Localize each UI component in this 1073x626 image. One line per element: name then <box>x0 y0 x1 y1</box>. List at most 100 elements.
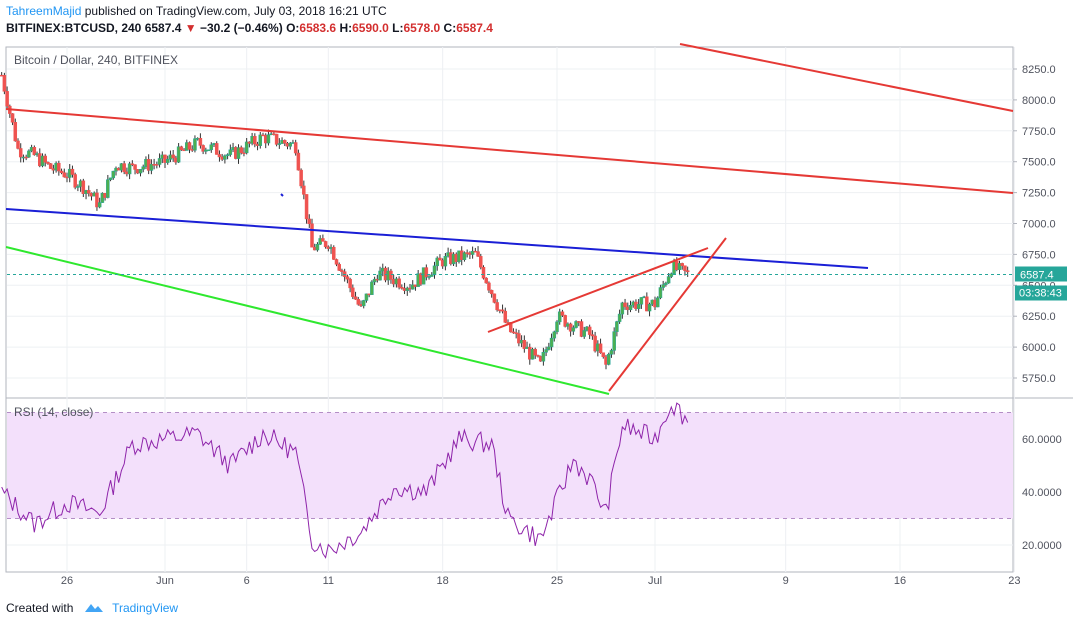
candle-body <box>462 252 467 260</box>
wedge-lower-line[interactable] <box>608 237 727 392</box>
ticker-symbol: BITFINEX:BTCUSD, 240 <box>6 21 142 35</box>
candle-body <box>296 152 301 171</box>
candle-body <box>149 164 154 171</box>
candle-body <box>547 346 551 350</box>
candle-body <box>176 146 181 163</box>
candle-body <box>582 330 586 337</box>
candle-body <box>163 154 167 163</box>
channel-top-line[interactable] <box>5 108 1014 194</box>
time-tick-label: 26 <box>61 575 73 587</box>
candle-body <box>225 154 230 157</box>
candle-body <box>141 166 145 170</box>
candle-body <box>27 150 31 158</box>
candle-body <box>10 113 15 123</box>
candle-body <box>484 277 488 284</box>
low-label: L: <box>392 21 404 35</box>
rsi-tick-label: 60.0000 <box>1022 434 1062 446</box>
candle-body <box>655 297 660 308</box>
price-tick-label: 8000.0 <box>1022 95 1056 107</box>
candle-body <box>617 313 622 322</box>
last-price: 6587.4 <box>144 21 182 35</box>
candle-body <box>492 293 497 303</box>
candle-body <box>157 158 162 165</box>
author-link[interactable]: TahreemMajid <box>6 4 82 18</box>
candle-body <box>76 186 80 188</box>
candle-body <box>73 174 77 188</box>
candle-body <box>661 284 665 288</box>
time-tick-label: 18 <box>437 575 449 587</box>
candle-body <box>424 267 429 278</box>
candle-body <box>304 194 309 220</box>
candle-body <box>266 134 271 144</box>
candle-body <box>283 140 287 144</box>
price-tick-label: 7000.0 <box>1022 219 1056 231</box>
candle-body <box>536 354 540 357</box>
candle-body <box>356 299 361 305</box>
candle-body <box>95 192 99 208</box>
candle-body <box>397 278 401 288</box>
down-arrow-icon: ▼ <box>184 21 197 35</box>
candle-body <box>601 352 606 357</box>
last-price-badge-text: 6587.4 <box>1020 269 1054 281</box>
candle-body <box>345 276 350 280</box>
countdown-badge <box>1015 285 1067 301</box>
resistance-blue-line[interactable] <box>5 208 869 269</box>
candle-body <box>236 147 241 159</box>
time-tick-label: 9 <box>783 575 789 587</box>
open-label: O: <box>286 21 300 35</box>
upper-red-line[interactable] <box>679 43 1014 112</box>
candle-body <box>18 148 23 158</box>
candle-body <box>372 278 377 283</box>
candle-body <box>228 149 233 155</box>
candle-body <box>400 286 404 289</box>
tradingview-link[interactable]: TradingView <box>112 601 179 615</box>
candle-body <box>133 164 137 170</box>
candle-body <box>59 170 64 173</box>
candle-body <box>378 270 382 281</box>
candle-body <box>563 315 567 327</box>
price-tick-label: 8250.0 <box>1022 64 1056 76</box>
candle-body <box>479 256 483 268</box>
wedge-upper-line[interactable] <box>487 247 709 333</box>
time-axis-ticks: 26 Jun 6 11 18 25 Jul 9 16 23 <box>61 575 1021 587</box>
main-pane-title: Bitcoin / Dollar, 240, BITFINEX <box>14 53 178 67</box>
candle-body <box>57 162 61 172</box>
candle-body <box>62 172 67 178</box>
candle-body <box>590 334 595 337</box>
candle-body <box>323 241 328 248</box>
candle-body <box>435 257 439 267</box>
high-value: 6590.0 <box>352 21 389 35</box>
candle-body <box>470 250 475 255</box>
candle-body <box>389 270 393 280</box>
rsi-axis-ticks: 60.0000 40.0000 20.0000 <box>1022 434 1062 552</box>
support-green-line[interactable] <box>5 246 610 395</box>
candle-body <box>664 282 668 285</box>
candle-body <box>511 331 516 334</box>
blue-dot <box>280 193 284 197</box>
time-tick-label: Jul <box>648 575 662 587</box>
candle-body <box>111 170 116 179</box>
candle-body <box>628 305 633 311</box>
candle-body <box>122 163 126 173</box>
candle-body <box>310 223 314 248</box>
tradingview-cloud-icon[interactable] <box>83 601 105 617</box>
candle-body <box>24 156 28 159</box>
candle-body <box>299 169 303 187</box>
candle-body <box>13 122 18 142</box>
candle-body <box>155 164 159 166</box>
candle-body <box>677 263 682 270</box>
price-tick-label: 7500.0 <box>1022 157 1056 169</box>
candle-body <box>612 331 616 351</box>
candle-body <box>361 300 366 307</box>
candle-body <box>544 349 548 353</box>
candle-body <box>315 243 320 251</box>
candle-body <box>636 304 641 309</box>
price-tick-label: 5750.0 <box>1022 373 1056 385</box>
low-value: 6578.0 <box>403 21 441 35</box>
candle-body <box>620 302 625 315</box>
candle-body <box>615 321 619 332</box>
candle-body <box>332 246 336 260</box>
candle-body <box>500 309 505 312</box>
candle-body <box>623 302 627 308</box>
